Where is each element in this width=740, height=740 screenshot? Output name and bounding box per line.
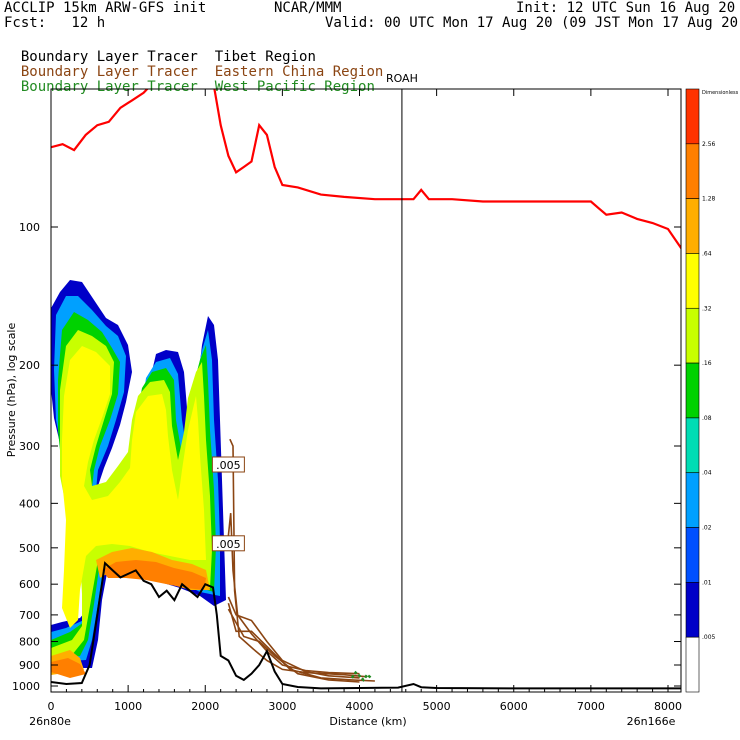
x-tick-label: 4000 [346,700,374,713]
legend-west-pacific-region: West Pacific Region [214,79,375,95]
colorbar-label: .005 [702,634,716,641]
plot-frame [50,88,682,693]
station-label: ROAH [386,72,418,85]
colorbar-label: Dimensionless [702,90,739,96]
y-tick-label: 300 [19,440,40,453]
contour-label-0: .005 [216,459,241,472]
colorbar-label: .01 [702,579,712,586]
colorbar-label: .02 [702,525,712,532]
endpoint-left-label: 26n80e [29,715,71,728]
legend-eastern-china: Boundary Layer Tracer Eastern China Regi… [4,50,383,80]
x-tick-label: 5000 [423,700,451,713]
colorbar-segment [685,307,700,364]
colorbar-segment [685,417,700,474]
west-pacific-tracer-line [350,670,372,682]
legend-eastern-china-region: Eastern China Region [214,64,384,80]
colorbar-segment [685,362,700,419]
y-tick-label: 800 [19,636,40,649]
colorbar-label: 1.28 [702,196,716,203]
tibet-tracer-base-line [51,561,681,690]
plume-layer-dark-orange [51,560,206,678]
colorbar-label: .32 [702,305,712,312]
y-tick-label: 700 [19,609,40,622]
y-tick-label: 100 [19,221,40,234]
header-run-title: ACCLIP 15km ARW-GFS init [4,0,207,16]
legend-tibet-region: Tibet Region [214,49,316,65]
x-tick-label: 8000 [654,700,682,713]
y-tick-label: 200 [19,359,40,372]
x-tick-label: 2000 [191,700,219,713]
legend-west-pacific: Boundary Layer Tracer West Pacific Regio… [4,65,375,95]
y-axis-label: Pressure (hPa), log scale [5,323,18,458]
colorbar-segment [685,198,700,254]
plume-layer-yellow [62,346,206,628]
colorbar-segment [685,472,700,528]
contour-label-box-0 [211,456,245,473]
legend-eastern-china-prefix: Boundary Layer Tracer [20,64,198,80]
colorbar-label: .16 [702,360,712,367]
legend-tibet-prefix: Boundary Layer Tracer [20,49,198,65]
x-tick-label: 0 [48,700,55,713]
colorbar-label: .08 [702,415,712,422]
x-tick-label: 1000 [114,700,142,713]
x-tick-label: 6000 [500,700,528,713]
eastern-china-tracer-line-2 [227,596,360,679]
y-tick-label: 1000 [12,680,40,693]
tropopause-line [51,89,681,250]
colorbar-segment [685,88,700,145]
chart-lines [51,89,681,690]
x-axis-label: Distance (km) [329,715,406,728]
contour-label-box-1 [211,535,245,552]
tracer-plume [51,280,226,678]
colorbar-label: .04 [702,470,712,477]
y-tick-label: 400 [19,497,40,510]
contour-label-1: .005 [216,538,241,551]
header-init-time: Init: 12 UTC Sun 16 Aug 20 [516,0,736,16]
colorbar-segment [685,143,700,199]
y-tick-label: 600 [19,578,40,591]
legend-tibet: Boundary Layer Tracer Tibet Region [4,35,316,65]
colorbar-label: .64 [702,250,712,257]
endpoint-right-label: 26n166e [627,715,676,728]
eastern-china-tracer-line-4 [227,608,360,683]
header-forecast-hour: Fcst: 12 h [4,15,106,31]
colorbar-segment [685,636,700,693]
colorbar-label: 2.56 [702,141,716,148]
y-tick-label: 500 [19,542,40,555]
chart-overlay: ROAH .005 .005 0 1000 2000 3000 4000 5000 6000 700… [5,72,739,728]
x-tick-label: 7000 [577,700,605,713]
colorbar-segment [685,253,700,309]
header-valid-time: Valid: 00 UTC Mon 17 Aug 20 (09 JST Mon … [325,15,740,31]
colorbar-segment [685,582,700,638]
eastern-china-tracer-line-0 [227,513,360,675]
x-tick-label: 3000 [268,700,296,713]
colorbar-segment [685,527,700,583]
eastern-china-tracer-line-1 [229,438,368,678]
y-tick-label: 900 [19,659,40,672]
header-organization: NCAR/MMM [274,0,342,16]
